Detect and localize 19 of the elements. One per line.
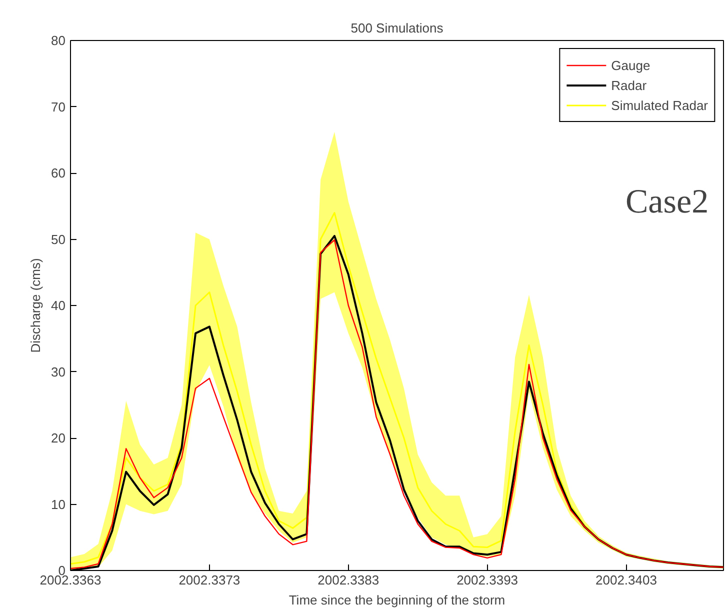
x-tick-label: 2002.3383 (318, 572, 380, 588)
y-tick-label: 40 (51, 298, 66, 313)
x-tick-label: 2002.3393 (456, 572, 518, 588)
y-tick-label: 30 (51, 364, 66, 380)
y-tick-label: 70 (51, 99, 66, 114)
x-tick-label: 2002.3373 (178, 572, 240, 588)
x-axis-title: Time since the beginning of the storm (288, 592, 506, 608)
y-tick-label: 50 (51, 232, 66, 247)
chart-title: 500 Simulations (350, 20, 444, 36)
y-tick-label: 80 (51, 33, 66, 48)
annotation: Case2 (626, 184, 709, 220)
legend-label: Radar (611, 78, 647, 92)
y-tick-label: 60 (51, 166, 66, 180)
y-tick-label: 10 (51, 496, 66, 512)
y-tick-label: 20 (51, 430, 66, 446)
x-tick-label: 2002.3403 (596, 572, 657, 588)
legend-label: Gauge (611, 58, 650, 72)
legend-label: Simulated Radar (611, 98, 708, 112)
y-axis-title: Discharge (cms) (28, 258, 44, 353)
